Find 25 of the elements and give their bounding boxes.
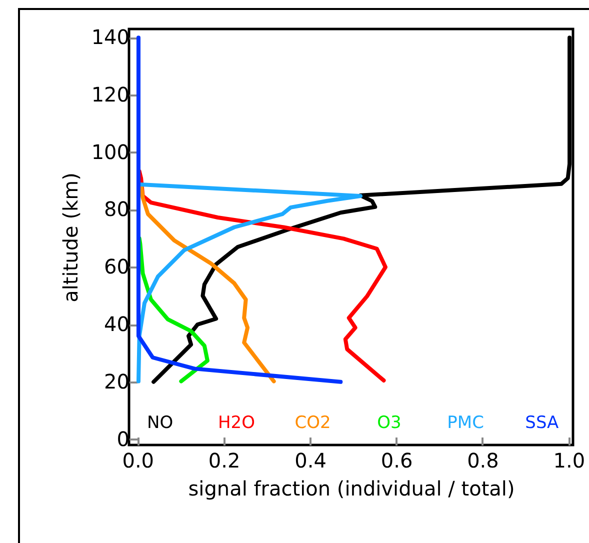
x-tick-label: 0.4 [294,448,326,472]
y-tick-label: 0 [116,426,130,451]
y-tick-label: 20 [104,369,130,394]
text: CO2 [294,413,331,433]
x-axis-title: signal fraction (individual / total) [188,476,515,500]
y-tick-label: 140 [91,25,130,50]
y-axis-title: altitude (km) [58,172,82,302]
y-tick-label: 100 [91,140,130,164]
text: O3 [377,413,402,433]
y-tick-label: 60 [104,254,130,279]
line-series [152,36,572,384]
line-series [136,36,343,384]
line-series [136,182,362,384]
text: SSA [525,413,560,433]
y-tick-label: 120 [91,82,130,106]
text: H2O [218,413,255,433]
text: PMC [447,413,484,433]
x-tick-label: 0.0 [122,448,154,472]
x-tick-label: 0.2 [208,448,240,472]
x-tick-label: 0.6 [380,448,413,472]
y-tick-label: 80 [104,197,130,222]
x-tick-label: 1.0 [553,448,586,472]
series-label: NO [147,413,174,433]
y-tick-label: 40 [104,312,130,336]
x-tick-label: 0.8 [467,448,499,472]
